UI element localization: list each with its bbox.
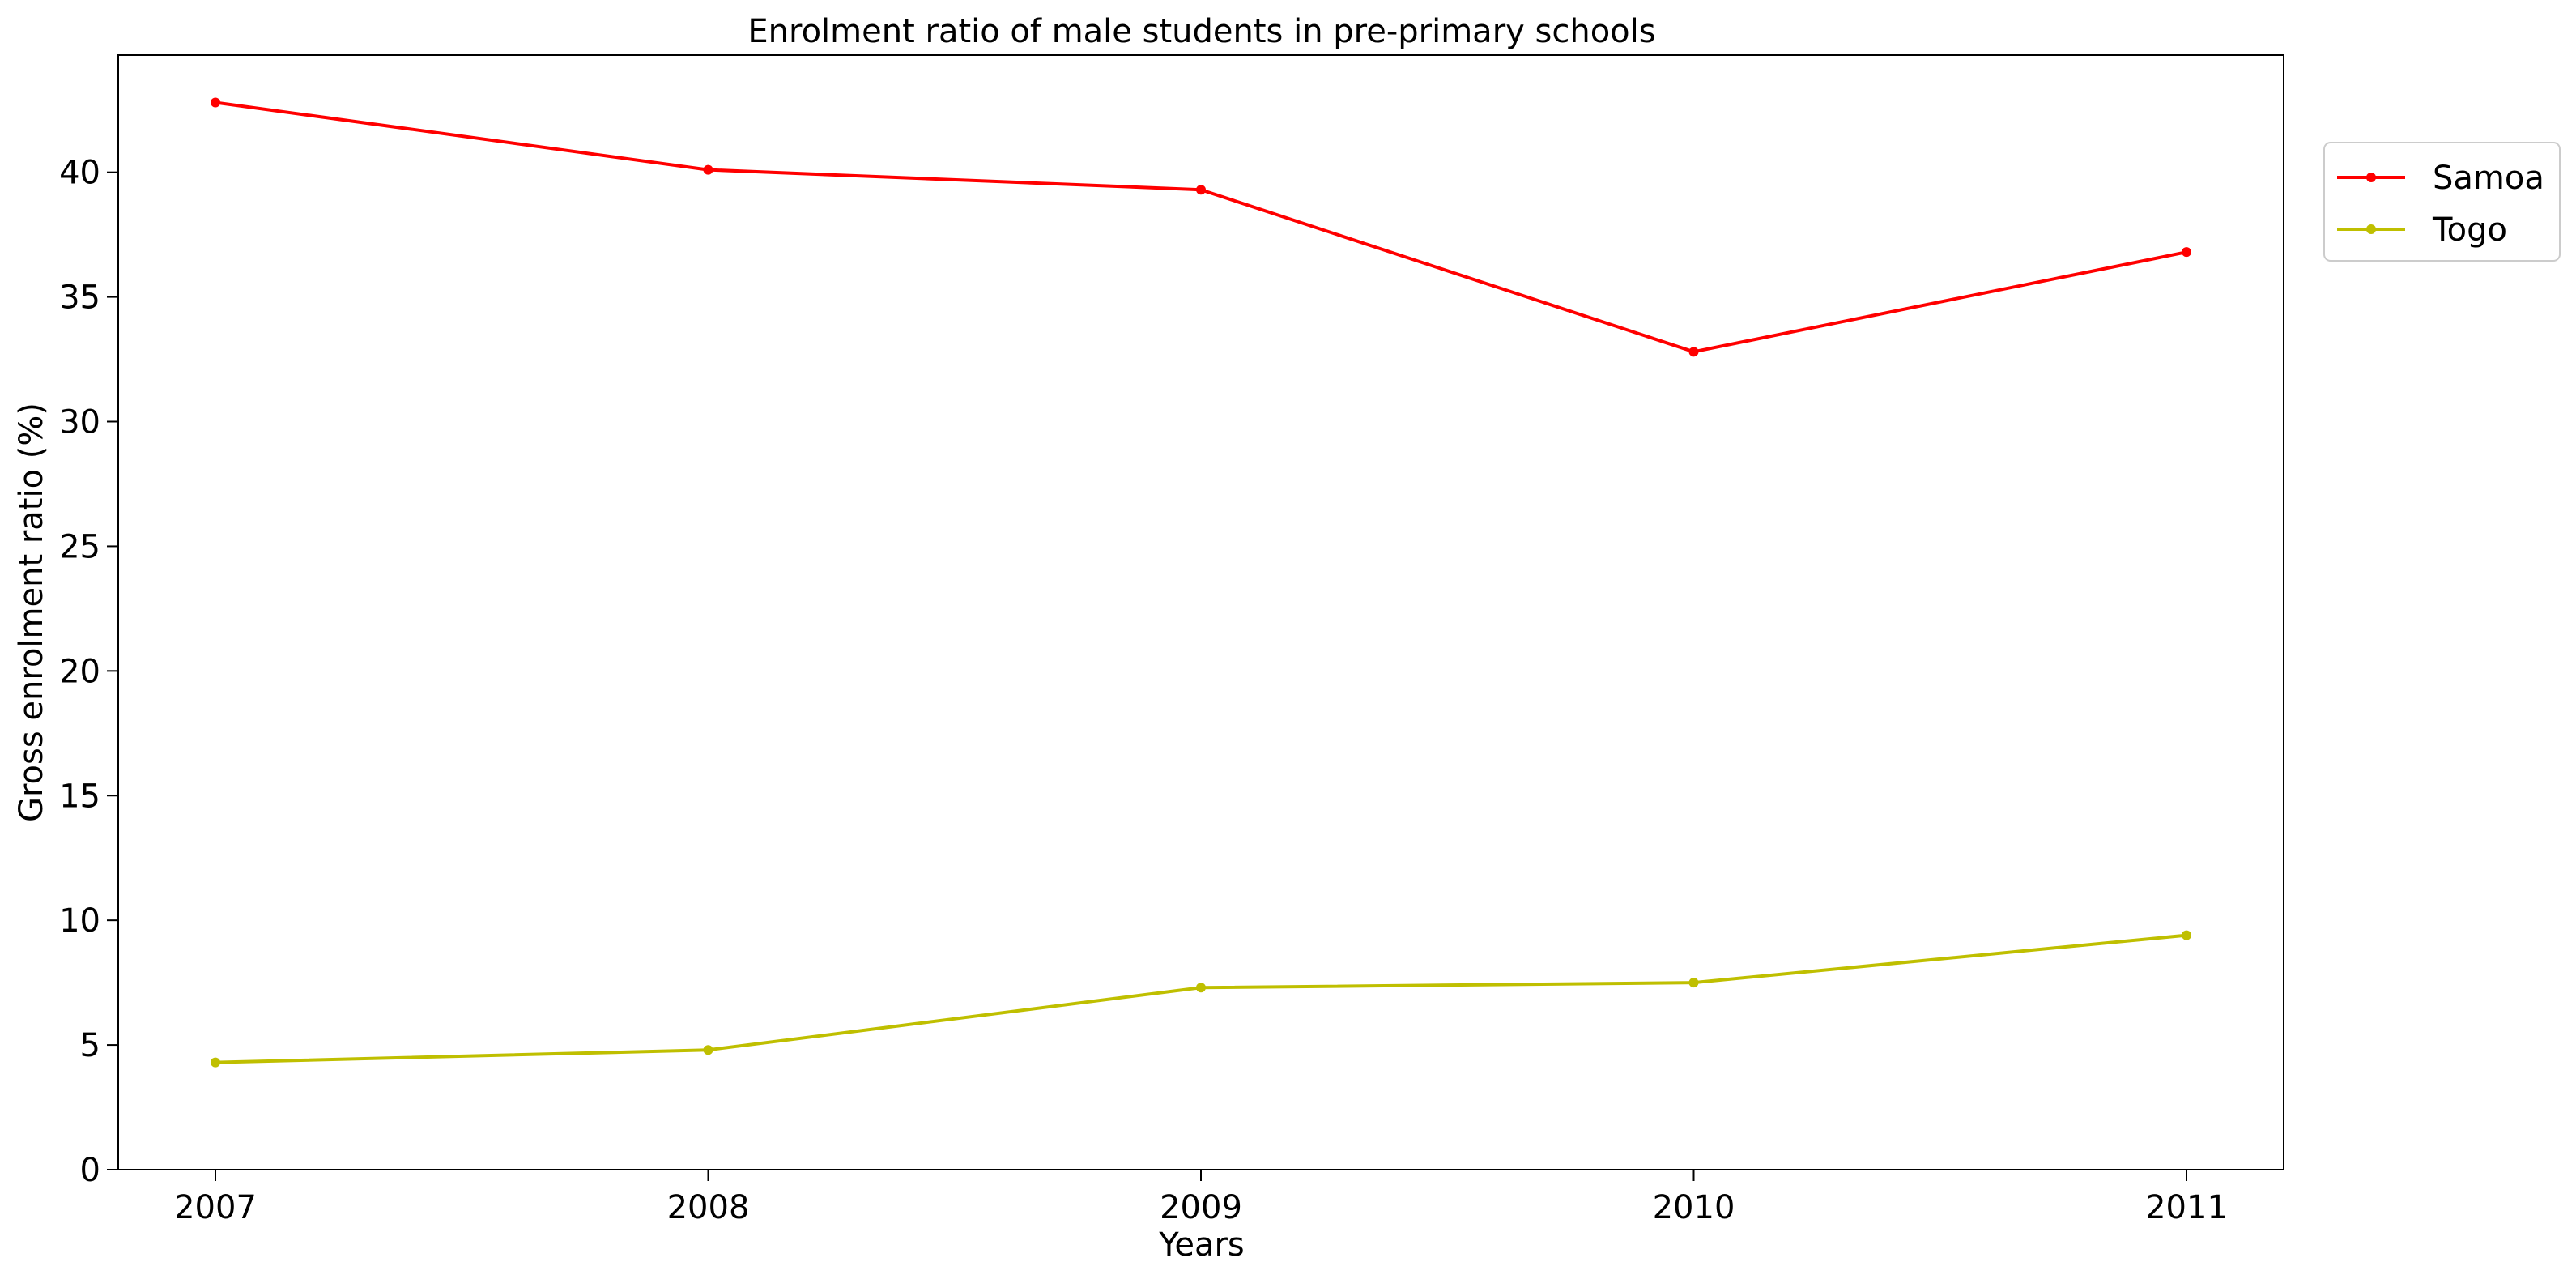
- data-point-samoa: [2182, 247, 2191, 258]
- y-tick-label: 10: [59, 902, 100, 940]
- y-tick-label: 25: [59, 528, 100, 565]
- legend-label-samoa: Samoa: [2433, 160, 2544, 197]
- data-point-togo: [703, 1045, 713, 1055]
- legend-marker-togo: [2366, 224, 2376, 234]
- y-axis-label: Gross enrolment ratio (%): [13, 403, 50, 822]
- y-tick-label: 0: [80, 1152, 100, 1189]
- data-point-samoa: [1688, 347, 1699, 357]
- chart-title: Enrolment ratio of male students in pre-…: [747, 13, 1655, 50]
- data-point-samoa: [703, 164, 713, 175]
- data-point-togo: [1196, 983, 1206, 993]
- data-point-samoa: [1196, 185, 1206, 195]
- y-tick-label: 40: [59, 155, 100, 192]
- y-tick-label: 20: [59, 653, 100, 690]
- x-tick-label: 2009: [1160, 1189, 1242, 1226]
- x-axis: 2007 2008 2009 2010 2011: [174, 1170, 2228, 1226]
- legend-marker-samoa: [2366, 173, 2376, 182]
- data-point-togo: [211, 1057, 220, 1068]
- data-point-samoa: [211, 97, 220, 108]
- y-tick-label: 30: [59, 404, 100, 441]
- series-layer: [211, 97, 2191, 1068]
- x-tick-label: 2011: [2145, 1189, 2228, 1226]
- y-tick-label: 15: [59, 778, 100, 815]
- y-axis: 0 5 10 15 20 25 30 35 40: [59, 155, 118, 1189]
- legend-label-togo: Togo: [2432, 211, 2507, 249]
- x-tick-label: 2007: [174, 1189, 257, 1226]
- legend: Samoa Togo: [2323, 142, 2561, 262]
- y-tick-label: 5: [80, 1027, 100, 1064]
- x-axis-label: Years: [1158, 1226, 1245, 1264]
- x-tick-label: 2008: [667, 1189, 750, 1226]
- legend-frame: [2323, 142, 2561, 262]
- data-point-togo: [2182, 930, 2191, 940]
- x-tick-label: 2010: [1653, 1189, 1735, 1226]
- y-tick-label: 35: [59, 279, 100, 317]
- data-point-togo: [1688, 978, 1699, 988]
